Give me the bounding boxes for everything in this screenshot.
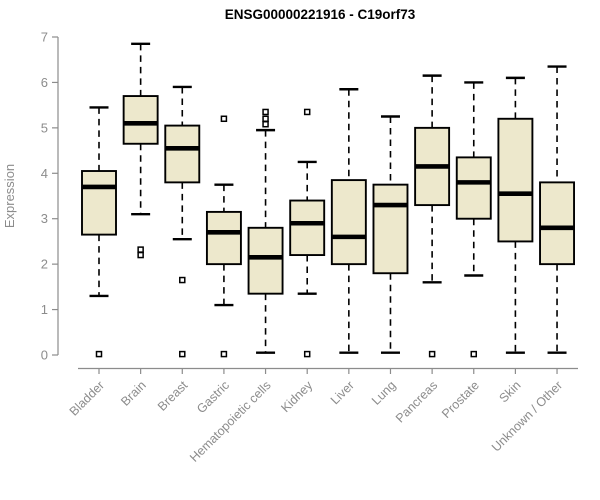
iqr-box — [372, 183, 409, 275]
x-tick-label-breast: Breast — [155, 378, 191, 414]
y-tick-label: 2 — [41, 257, 48, 272]
outlier-point — [303, 350, 311, 358]
box-group-bladder — [81, 106, 117, 358]
outlier-point — [95, 350, 103, 358]
outlier-point — [220, 350, 228, 358]
x-tick-label-hematopoietic-cells: Hematopoietic cells — [187, 378, 274, 465]
x-tick-label-lung: Lung — [369, 378, 399, 408]
outlier-point — [303, 108, 311, 116]
boxes-layer — [81, 42, 575, 358]
box-group-breast — [164, 85, 201, 358]
iqr-box — [122, 95, 159, 145]
y-tick-label: 6 — [41, 75, 48, 90]
box-group-prostate — [455, 81, 492, 358]
outlier-point — [137, 251, 144, 259]
iqr-box — [247, 226, 284, 295]
x-tick-label-bladder: Bladder — [67, 378, 107, 418]
outlier-point — [262, 115, 269, 123]
iqr-box — [81, 170, 117, 236]
y-tick-label: 1 — [41, 302, 48, 317]
outlier-point — [262, 108, 269, 116]
x-tick-label-pancreas: Pancreas — [393, 378, 440, 425]
x-tick-label-prostate: Prostate — [439, 378, 482, 421]
outlier-point — [220, 115, 228, 123]
box-group-brain — [122, 42, 159, 259]
x-tick-label-gastric: Gastric — [194, 378, 232, 416]
y-tick-label: 0 — [41, 348, 48, 363]
iqr-box — [497, 117, 534, 243]
box-group-liver — [330, 88, 367, 354]
x-tick-label-liver: Liver — [328, 378, 357, 407]
box-group-skin — [497, 76, 534, 354]
x-tick-label-kidney: Kidney — [278, 378, 315, 415]
y-tick-label: 3 — [41, 211, 48, 226]
y-tick-label: 7 — [41, 30, 48, 45]
x-tick-label-unknown-other: Unknown / Other — [489, 378, 565, 454]
y-axis-title: Expression — [2, 164, 17, 228]
iqr-box — [455, 156, 492, 220]
iqr-box — [205, 210, 242, 266]
outlier-point — [428, 350, 436, 358]
outlier-point — [137, 246, 144, 253]
outlier-point — [179, 350, 186, 358]
x-tick-label-brain: Brain — [118, 378, 149, 409]
outlier-point — [470, 350, 478, 358]
y-tick-label: 5 — [41, 120, 48, 135]
outlier-point — [262, 120, 269, 128]
box-group-lung — [372, 115, 409, 354]
box-group-unknown-other — [539, 65, 575, 354]
iqr-box — [289, 199, 326, 257]
y-tick-label: 4 — [41, 166, 48, 181]
iqr-box — [539, 181, 575, 266]
box-group-gastric — [205, 115, 242, 358]
chart-title: ENSG00000221916 - C19orf73 — [225, 7, 416, 22]
box-group-hematopoietic-cells — [247, 108, 284, 354]
box-group-kidney — [289, 108, 326, 358]
iqr-box — [330, 179, 367, 266]
outlier-point — [179, 276, 186, 284]
iqr-box — [164, 124, 201, 184]
x-tick-label-skin: Skin — [496, 378, 523, 405]
box-group-pancreas — [414, 74, 451, 358]
